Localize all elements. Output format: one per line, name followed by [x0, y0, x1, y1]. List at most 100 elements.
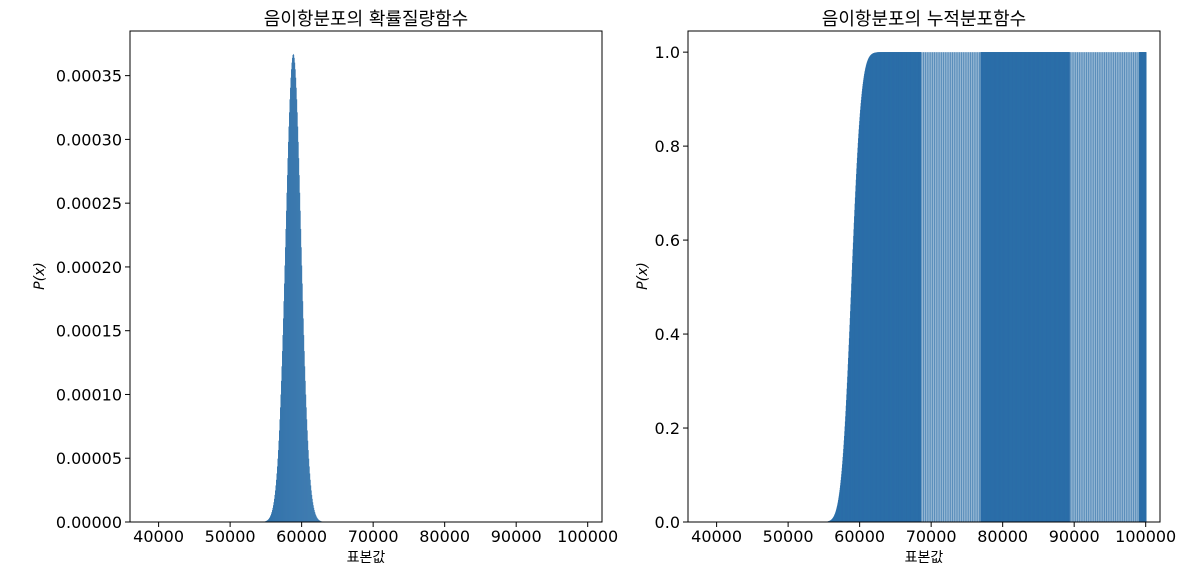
x-tick-label: 90000 — [491, 527, 542, 546]
pmf-bar — [293, 54, 295, 523]
pmf-bar — [269, 518, 270, 522]
pmf-bar — [278, 440, 280, 522]
pmf-bar — [267, 519, 269, 522]
cdf-x-ticks: 40000 50000 60000 70000 80000 90000 100000 — [691, 522, 1176, 546]
pmf-bar — [293, 53, 294, 523]
x-tick-label: 80000 — [977, 527, 1028, 546]
pmf-bar — [269, 517, 271, 522]
pmf-bar — [311, 490, 312, 522]
pmf-bar — [290, 87, 291, 522]
pmf-bar — [272, 507, 274, 522]
x-tick-label: 100000 — [557, 527, 618, 546]
pmf-bar — [302, 283, 303, 522]
cdf-chart: 음이항분포의 누적분포함수 0.0 0.2 0.4 0.6 0.8 1.0 40000 50… — [635, 9, 1176, 566]
pmf-bar — [319, 520, 320, 522]
pmf-bar — [272, 510, 273, 522]
cdf-chart-title: 음이항분포의 누적분포함수 — [822, 9, 1026, 30]
y-tick-label: 1.0 — [655, 43, 680, 62]
pmf-bar — [277, 466, 278, 522]
cdf-y-axis-label: P(x) — [635, 262, 651, 290]
pmf-bar — [295, 69, 296, 522]
pmf-bar — [271, 512, 273, 522]
pmf-bar — [297, 112, 298, 523]
pmf-bar — [315, 515, 317, 522]
pmf-bar — [292, 57, 293, 523]
pmf-bar — [289, 112, 290, 523]
pmf-bar — [276, 479, 277, 522]
pmf-bar — [317, 518, 318, 522]
pmf-bar — [292, 54, 294, 523]
pmf-bar — [306, 419, 308, 522]
pmf-bars — [262, 53, 325, 523]
x-tick-label: 90000 — [1049, 527, 1100, 546]
pmf-bar — [277, 458, 279, 522]
pmf-bar — [314, 512, 316, 522]
pmf-bar — [271, 513, 272, 522]
pmf-bar — [296, 87, 297, 522]
pmf-bar — [303, 335, 305, 522]
pmf-bar — [282, 335, 284, 522]
pmf-bar — [299, 175, 300, 522]
x-tick-label: 50000 — [763, 527, 814, 546]
pmf-bar — [308, 450, 309, 522]
x-tick-label: 100000 — [1115, 527, 1176, 546]
y-tick-label: 0.00010 — [56, 385, 122, 404]
pmf-bar — [303, 318, 304, 522]
cdf-x-axis-label: 표본값 — [905, 550, 944, 566]
pmf-bar — [280, 394, 282, 522]
pmf-bar — [287, 175, 288, 522]
pmf-bar — [275, 485, 277, 522]
pmf-bar — [307, 430, 308, 522]
pmf-bar — [288, 141, 289, 522]
pmf-bar — [275, 490, 276, 522]
pmf-bar — [289, 99, 291, 523]
pmf-bar — [294, 62, 296, 522]
x-tick-label: 60000 — [276, 527, 327, 546]
pmf-bar — [307, 440, 309, 522]
pmf-bar — [284, 265, 286, 522]
x-tick-label: 80000 — [419, 527, 470, 546]
pmf-bar — [305, 394, 307, 522]
pmf-bar — [281, 366, 283, 522]
pmf-bar — [318, 519, 320, 522]
pmf-bar — [268, 519, 269, 522]
pmf-bar — [300, 210, 301, 522]
y-tick-label: 0.6 — [655, 231, 680, 250]
pmf-bar — [301, 265, 303, 522]
pmf-bar — [302, 301, 304, 522]
pmf-bar — [299, 192, 301, 522]
y-tick-label: 0.00030 — [56, 130, 122, 149]
pmf-bar — [279, 419, 281, 522]
pmf-bar — [284, 283, 285, 522]
pmf-bar — [298, 158, 300, 522]
pmf-chart: 음이항분포의 확률질량함수 0.000000.000050.000100.000… — [32, 9, 618, 566]
pmf-bar — [312, 502, 314, 522]
pmf-bar — [291, 69, 292, 522]
pmf-bar — [309, 466, 310, 522]
pmf-bar — [308, 458, 310, 522]
pmf-bar — [273, 505, 274, 522]
x-tick-label: 60000 — [834, 527, 885, 546]
y-tick-label: 0.0 — [655, 513, 680, 532]
pmf-bar — [267, 520, 268, 522]
pmf-bar — [278, 450, 279, 522]
pmf-bar — [313, 507, 315, 522]
pmf-bar — [300, 228, 302, 522]
pmf-bar — [290, 77, 292, 522]
y-tick-label: 0.00035 — [56, 67, 122, 86]
pmf-bar — [266, 520, 268, 522]
pmf-bar — [274, 498, 275, 522]
pmf-bar — [315, 513, 316, 522]
pmf-bar — [317, 518, 319, 522]
pmf-bar — [286, 192, 288, 522]
pmf-bar — [316, 517, 318, 522]
pmf-bar — [266, 520, 267, 522]
cdf-y-ticks: 0.0 0.2 0.4 0.6 0.8 1.0 — [655, 43, 688, 532]
pmf-bar — [311, 494, 313, 522]
x-tick-label: 70000 — [348, 527, 399, 546]
pmf-bar — [288, 126, 290, 523]
pmf-bar — [304, 366, 306, 522]
pmf-bar — [306, 407, 307, 522]
pmf-bar — [283, 318, 284, 522]
pmf-bar — [316, 516, 317, 522]
